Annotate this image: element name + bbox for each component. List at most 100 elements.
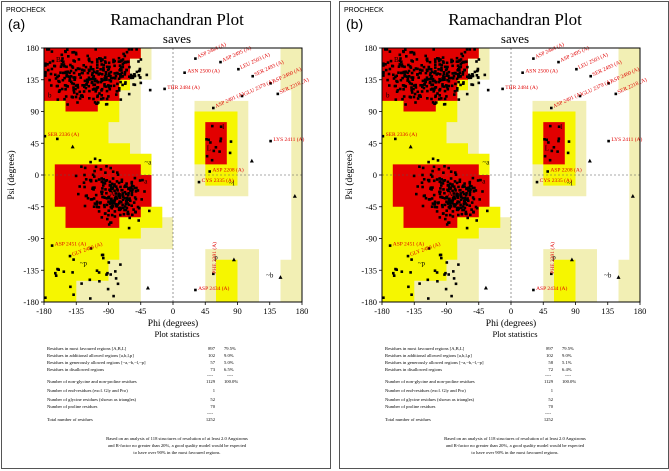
residue-point: [468, 181, 471, 185]
residue-point: [414, 67, 418, 70]
outlier-point: [276, 92, 280, 96]
x-axis-label: Phi (degrees): [148, 318, 198, 329]
residue-point: [420, 90, 424, 93]
residue-point: [441, 56, 445, 59]
residue-point: [461, 205, 465, 208]
residue-point: [66, 48, 69, 51]
residue-point: [71, 271, 74, 274]
residue-point: [103, 77, 106, 80]
residue-point: [382, 62, 385, 65]
residue-point: [110, 201, 113, 205]
residue-point: [46, 48, 49, 51]
residue-point: [127, 187, 131, 190]
glycine-point: [630, 193, 635, 198]
residue-point: [102, 256, 105, 260]
residue-point: [458, 180, 462, 183]
residue-point: [68, 79, 71, 82]
residue-point: [48, 78, 51, 82]
residue-point: [139, 58, 143, 61]
generous-region-4: [280, 48, 302, 302]
x-tick-label: 180: [296, 306, 309, 316]
outlier-label: THR 2484 (A): [505, 84, 538, 91]
residue-point: [461, 196, 464, 200]
residue-point: [114, 192, 118, 195]
residue-point: [466, 65, 469, 69]
residue-point: [443, 191, 446, 195]
residue-point: [87, 84, 91, 88]
statistics-row-percent: 5.1%: [562, 360, 572, 365]
residue-point: [413, 92, 417, 96]
residue-point: [471, 176, 475, 180]
residue-point: [405, 55, 408, 58]
residue-point: [116, 171, 119, 174]
residue-point: [448, 201, 451, 205]
residue-point: [438, 180, 442, 183]
residue-point: [81, 71, 84, 75]
residue-point: [427, 247, 431, 250]
residue-point: [461, 70, 465, 74]
residue-point: [116, 72, 119, 75]
residue-point: [88, 89, 91, 93]
y-tick-label: -45: [28, 202, 39, 212]
residue-point: [400, 64, 404, 67]
residue-point: [102, 63, 106, 67]
residue-point: [92, 197, 96, 200]
region-label: ~p: [80, 259, 88, 267]
residue-point: [113, 184, 116, 188]
residue-point: [66, 85, 69, 88]
region-label: ~a: [144, 158, 152, 166]
residue-point: [99, 80, 103, 84]
residue-point: [475, 60, 478, 63]
residue-point: [83, 84, 86, 87]
residue-point: [94, 90, 97, 93]
residue-point: [86, 80, 89, 83]
residue-point: [99, 168, 103, 171]
residue-point: [98, 92, 101, 95]
residue-point: [432, 179, 436, 183]
residue-point: [462, 82, 465, 85]
residue-point: [93, 87, 96, 91]
residue-point: [410, 76, 413, 79]
glycine-point: [616, 275, 621, 279]
residue-point: [453, 93, 456, 96]
residue-point: [453, 187, 457, 191]
residue-point: [445, 213, 448, 217]
residue-point: [99, 58, 103, 61]
statistics-row-count: 1: [551, 388, 554, 393]
residue-point: [460, 212, 464, 216]
residue-point: [118, 200, 121, 203]
residue-point: [434, 95, 437, 99]
procheck-header: PROCHECK: [6, 7, 46, 14]
region-label: A: [448, 190, 453, 198]
residue-point: [431, 169, 434, 173]
residue-point: [121, 193, 124, 197]
residue-point: [416, 97, 420, 100]
residue-point: [69, 63, 72, 67]
residue-point: [98, 159, 102, 162]
residue-point: [391, 64, 394, 68]
residue-point: [465, 191, 468, 195]
glycine-point: [231, 257, 236, 262]
residue-point: [72, 86, 75, 89]
residue-point: [455, 89, 459, 92]
residue-point: [446, 78, 449, 82]
residue-point: [401, 76, 404, 80]
residue-point: [450, 76, 453, 80]
residue-point: [441, 83, 444, 86]
residue-point: [467, 73, 471, 77]
residue-point: [550, 149, 554, 153]
residue-point: [95, 71, 98, 75]
residue-point: [402, 84, 406, 87]
residue-point: [115, 180, 119, 183]
statistics-row-label: Residues in additional allowed regions […: [385, 353, 472, 359]
residue-point: [455, 202, 459, 205]
residue-point: [96, 95, 99, 99]
y-axis-label: Psi (degrees): [6, 150, 17, 199]
residue-point: [103, 56, 107, 59]
residue-point: [96, 60, 99, 64]
residue-point: [476, 69, 480, 72]
residue-point: [548, 158, 552, 162]
residue-point: [88, 278, 92, 282]
